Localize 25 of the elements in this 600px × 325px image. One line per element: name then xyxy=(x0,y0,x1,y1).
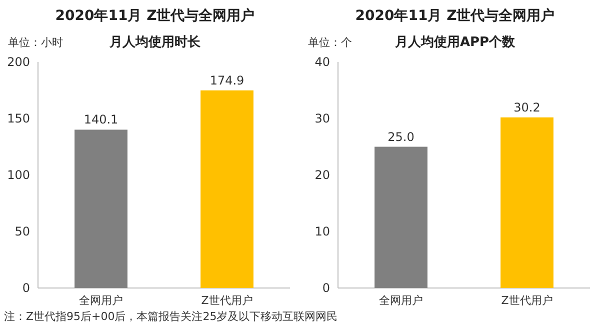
x-tick-label: 全网用户 xyxy=(379,294,423,307)
chart-title: 2020年11月 Z世代与全网用户 xyxy=(355,7,555,24)
chart-title: 2020年11月 Z世代与全网用户 xyxy=(55,7,255,24)
data-label: 140.1 xyxy=(84,112,118,127)
y-tick-label: 10 xyxy=(314,224,330,238)
y-tick-label: 50 xyxy=(14,224,30,238)
y-tick-label: 40 xyxy=(314,55,330,69)
data-label: 30.2 xyxy=(514,100,540,114)
y-axis-title: 单位：个 xyxy=(308,36,352,49)
data-label: 25.0 xyxy=(388,130,414,144)
y-axis-title: 单位：小时 xyxy=(8,36,63,49)
x-tick-label: Z世代用户 xyxy=(201,294,253,307)
y-tick-label: 30 xyxy=(314,112,330,126)
x-tick-label: 全网用户 xyxy=(79,294,123,307)
y-tick-label: 20 xyxy=(314,168,330,182)
y-tick-label: 0 xyxy=(322,281,330,295)
y-tick-label: 0 xyxy=(22,281,30,295)
x-tick-label: Z世代用户 xyxy=(501,294,553,307)
chart-subtitle: 月人均使用APP个数 xyxy=(394,35,516,50)
text: 注：Z世代指95后+00后，本篇报告关注25岁及以下移动互联网网民 xyxy=(4,310,338,323)
y-tick-label: 200 xyxy=(7,55,30,69)
chart-subtitle: 月人均使用时长 xyxy=(108,35,202,50)
y-tick-label: 150 xyxy=(7,112,30,126)
data-label: 174.9 xyxy=(210,73,244,88)
y-tick-label: 100 xyxy=(7,168,30,182)
